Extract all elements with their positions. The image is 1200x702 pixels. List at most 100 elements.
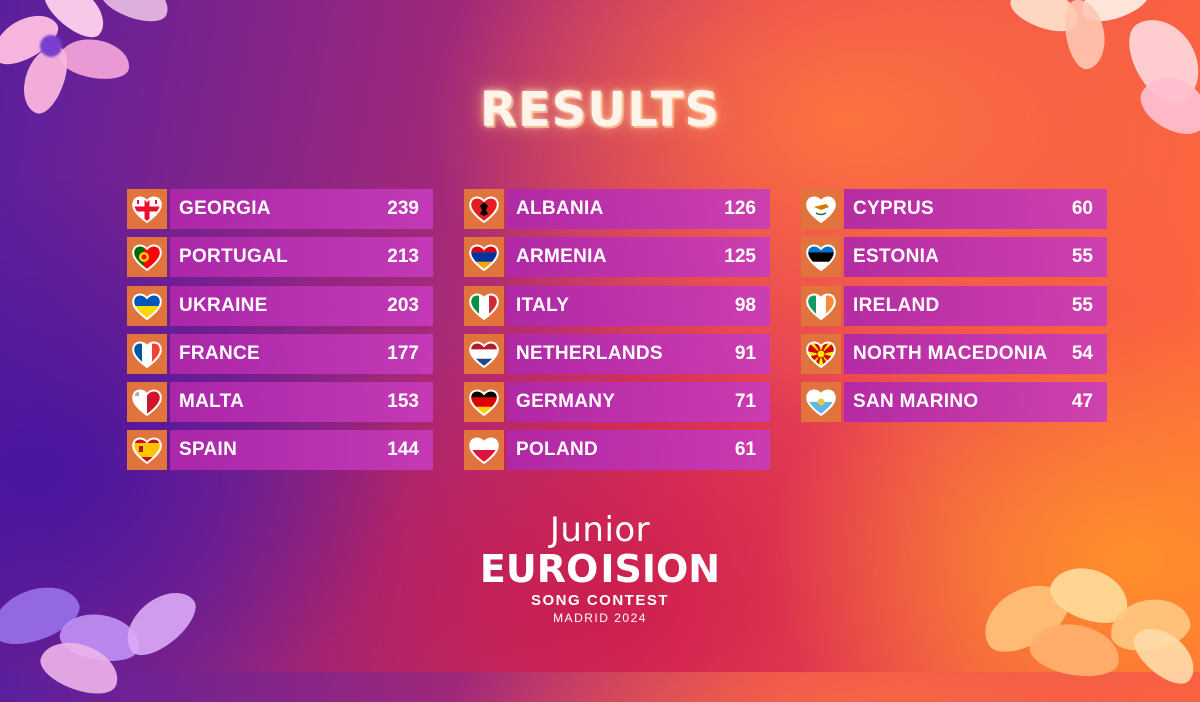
result-row: SAN MARINO 47: [801, 382, 1107, 424]
germany-flag-heart-icon: [469, 389, 499, 417]
country-points: 203: [387, 294, 419, 316]
result-row: IRELAND 55: [801, 285, 1107, 328]
country-points: 71: [734, 391, 756, 413]
result-row: NORTH MACEDONIA 54: [801, 333, 1107, 376]
country-points: 213: [387, 246, 419, 268]
netherlands-flag-heart-icon: [469, 341, 499, 368]
country-points: 125: [724, 246, 756, 268]
result-bar: CYPRUS 60: [844, 189, 1107, 229]
result-row: CYPRUS 60: [801, 189, 1107, 231]
north-macedonia-flag-heart-icon: [806, 341, 836, 368]
result-bar: GERMANY 71: [507, 382, 770, 423]
result-bar: ESTONIA 55: [844, 237, 1107, 278]
result-bar: PORTUGAL 213: [170, 237, 433, 278]
logo-eurovision-text: EURO ISION: [480, 548, 720, 590]
result-bar: SPAIN 144: [170, 430, 433, 471]
result-row: UKRAINE 203: [127, 285, 433, 328]
results-column: GEORGIA 239 PORTUGAL 213 UKRAINE 203 FRANCE 177…: [127, 189, 433, 479]
portugal-flag-heart-icon: [132, 244, 162, 272]
country-points: 61: [734, 439, 756, 461]
georgia-flag-heart-icon: [132, 196, 162, 223]
country-points: 239: [387, 198, 419, 219]
result-row: ITALY 98: [464, 285, 770, 328]
country-name: MALTA: [179, 391, 245, 413]
country-points: 60: [1071, 198, 1093, 219]
flag-box: [801, 189, 841, 229]
country-name: NETHERLANDS: [516, 342, 663, 364]
flag-box: [801, 333, 841, 374]
result-bar: MALTA 153: [170, 382, 433, 423]
flag-box: [464, 189, 504, 229]
result-bar: FRANCE 177: [170, 333, 433, 374]
flag-box: [127, 382, 167, 423]
country-name: POLAND: [516, 439, 599, 461]
country-points: 177: [387, 342, 419, 364]
country-name: SAN MARINO: [853, 391, 979, 413]
flag-box: [464, 285, 504, 326]
flower-decoration-bottom-left: [0, 560, 210, 702]
result-bar: ITALY 98: [507, 285, 770, 326]
italy-flag-heart-icon: [469, 293, 499, 320]
country-name: PORTUGAL: [179, 246, 289, 268]
result-row: MALTA 153: [127, 382, 433, 424]
flag-box: [127, 430, 167, 471]
country-name: ITALY: [516, 294, 570, 316]
flower-decoration-bottom-right: [960, 557, 1200, 693]
cyprus-flag-heart-icon: [806, 196, 836, 223]
result-row: NETHERLANDS 91: [464, 333, 770, 376]
country-name: NORTH MACEDONIA: [853, 342, 1048, 364]
result-bar: NETHERLANDS 91: [507, 333, 770, 374]
country-name: IRELAND: [853, 294, 940, 316]
result-row: FRANCE 177: [127, 333, 433, 376]
flag-box: [464, 430, 504, 471]
spain-flag-heart-icon: [132, 438, 162, 465]
result-bar: UKRAINE 203: [170, 285, 433, 326]
country-points: 126: [724, 198, 756, 219]
logo-euro-part: EURO: [479, 547, 599, 591]
country-points: 144: [387, 439, 419, 461]
flag-box: [801, 237, 841, 278]
country-name: ARMENIA: [516, 246, 607, 268]
result-row: SPAIN 144: [127, 430, 433, 472]
result-row: ALBANIA 126: [464, 189, 770, 231]
flag-box: [464, 333, 504, 374]
country-name: SPAIN: [179, 439, 238, 461]
result-row: PORTUGAL 213: [127, 237, 433, 279]
flag-box: [801, 285, 841, 326]
result-bar: GEORGIA 239: [170, 189, 433, 229]
san-marino-flag-heart-icon: [806, 389, 836, 417]
flag-box: [801, 382, 841, 423]
flag-box: [127, 237, 167, 278]
result-bar: IRELAND 55: [844, 285, 1107, 326]
france-flag-heart-icon: [132, 341, 162, 368]
country-points: 47: [1071, 391, 1093, 413]
results-column: CYPRUS 60 ESTONIA 55 IRELAND 55 NORTH MACEDONI…: [801, 189, 1107, 430]
result-row: ESTONIA 55: [801, 237, 1107, 279]
country-points: 98: [734, 294, 756, 316]
country-points: 55: [1071, 294, 1093, 316]
country-name: GERMANY: [516, 391, 616, 413]
country-points: 153: [387, 391, 419, 413]
ukraine-flag-heart-icon: [132, 293, 162, 320]
result-bar: POLAND 61: [507, 430, 770, 471]
logo-song-contest-text: SONG CONTEST: [530, 592, 669, 609]
result-bar: ALBANIA 126: [507, 189, 770, 229]
flag-box: [464, 237, 504, 278]
logo-madrid-text: MADRID 2024: [553, 611, 647, 625]
country-name: CYPRUS: [853, 198, 934, 219]
country-points: 91: [734, 342, 756, 364]
results-title: RESULTS: [479, 82, 721, 138]
result-row: POLAND 61: [464, 430, 770, 472]
result-row: ARMENIA 125: [464, 237, 770, 279]
results-column: ALBANIA 126 ARMENIA 125 ITALY 98 NETHERLANDS 91…: [464, 189, 770, 479]
result-bar: SAN MARINO 47: [844, 382, 1107, 423]
country-points: 55: [1071, 246, 1093, 268]
logo-ision-part: ISION: [600, 547, 721, 591]
country-points: 54: [1071, 342, 1093, 364]
result-bar: ARMENIA 125: [507, 237, 770, 278]
result-row: GERMANY 71: [464, 382, 770, 424]
flag-box: [127, 189, 167, 229]
poland-flag-heart-icon: [469, 438, 499, 465]
flower-decoration-top-left: [0, 0, 175, 130]
albania-flag-heart-icon: [469, 196, 499, 223]
